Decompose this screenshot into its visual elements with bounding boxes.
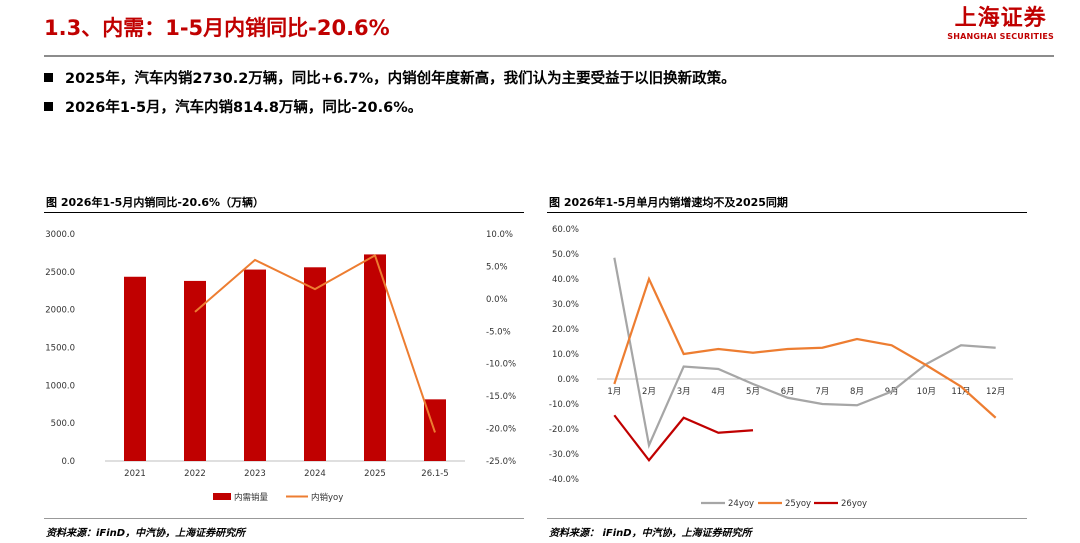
legend-label: 25yoy bbox=[785, 499, 811, 509]
x-tick-label: 11月 bbox=[951, 387, 970, 397]
x-tick-label: 7月 bbox=[815, 387, 829, 397]
y-tick-label: 20.0% bbox=[552, 325, 579, 335]
y-tick-label: 50.0% bbox=[552, 250, 579, 260]
bullet-text: 2026年1-5月，汽车内销814.8万辆，同比-20.6%。 bbox=[65, 100, 423, 116]
y-right-tick-label: 10.0% bbox=[486, 230, 513, 240]
y-right-tick-label: -15.0% bbox=[486, 392, 516, 402]
page-title: 1.3、内需：1-5月内销同比-20.6% bbox=[44, 16, 390, 40]
x-tick-label: 26.1-5 bbox=[421, 469, 448, 479]
x-tick-label: 2025 bbox=[364, 469, 386, 479]
x-tick-label: 2023 bbox=[244, 469, 266, 479]
bullet-item: 2026年1-5月，汽车内销814.8万辆，同比-20.6%。 bbox=[44, 96, 422, 117]
y-left-tick-label: 2000.0 bbox=[45, 306, 75, 316]
y-right-tick-label: -5.0% bbox=[486, 327, 511, 337]
chart-title-right: 图 2026年1-5月单月内销增速均不及2025同期 bbox=[549, 196, 788, 209]
bar-mark bbox=[244, 269, 266, 461]
x-tick-label: 4月 bbox=[711, 387, 725, 397]
yoy-line-chart: 60.0% 50.0% 40.0% 30.0% 20.0% 10.0% 0.0% -10.0%… bbox=[549, 225, 1013, 509]
bullet-item: 2025年，汽车内销2730.2万辆，同比+6.7%，内销创年度新高，我们认为主… bbox=[44, 67, 736, 88]
y-left-tick-label: 0.0 bbox=[61, 457, 75, 467]
y-right-tick-label: 0.0% bbox=[486, 295, 508, 305]
brand-logo: 上海证券 SHANGHAI SECURITIES bbox=[947, 6, 1054, 41]
y-left-tick-label: 1500.0 bbox=[45, 344, 75, 354]
chart-bottom-rule-right bbox=[547, 518, 1027, 519]
y-tick-label: -30.0% bbox=[549, 450, 579, 460]
x-tick-label: 12月 bbox=[986, 387, 1005, 397]
x-tick-label: 2021 bbox=[124, 469, 146, 479]
y-right-tick-label: -20.0% bbox=[486, 425, 516, 435]
bar-mark bbox=[304, 267, 326, 461]
bullet-text: 2025年，汽车内销2730.2万辆，同比+6.7%，内销创年度新高，我们认为主… bbox=[65, 71, 736, 87]
x-tick-label: 2022 bbox=[184, 469, 206, 479]
yoy-line-series bbox=[194, 253, 436, 433]
legend-swatch-bar bbox=[213, 493, 231, 500]
x-tick-label: 1月 bbox=[607, 387, 621, 397]
y-tick-label: -10.0% bbox=[549, 400, 579, 410]
x-tick-label: 10月 bbox=[917, 387, 936, 397]
legend-label: 24yoy bbox=[728, 499, 754, 509]
bar-mark bbox=[124, 276, 146, 461]
bar-line-chart: 0.0 500.0 1000.0 1500.0 2000.0 2500.0 3000.0 10… bbox=[45, 230, 516, 503]
legend-label: 内需销量 bbox=[234, 492, 269, 503]
x-tick-label: 6月 bbox=[781, 387, 795, 397]
chart-bottom-rule-left bbox=[44, 518, 524, 519]
x-tick-label: 2024 bbox=[304, 469, 326, 479]
legend-label: 26yoy bbox=[841, 499, 867, 509]
y-tick-label: 10.0% bbox=[552, 350, 579, 360]
logo-text-en: SHANGHAI SECURITIES bbox=[947, 32, 1054, 41]
y-right-tick-label: -25.0% bbox=[486, 457, 516, 467]
x-tick-label: 5月 bbox=[746, 387, 760, 397]
y-left-tick-label: 1000.0 bbox=[45, 381, 75, 391]
series-line-26yoy bbox=[613, 414, 754, 463]
source-note-right: 资料来源： iFinD，中汽协，上海证券研究所 bbox=[549, 528, 752, 539]
bar-mark bbox=[364, 254, 386, 461]
y-right-tick-label: -10.0% bbox=[486, 360, 516, 370]
header-divider bbox=[44, 55, 1054, 57]
y-tick-label: 60.0% bbox=[552, 225, 579, 235]
series-line-24yoy bbox=[613, 257, 996, 449]
y-left-tick-label: 500.0 bbox=[51, 419, 75, 429]
y-right-tick-label: 5.0% bbox=[486, 262, 508, 272]
x-tick-label: 3月 bbox=[677, 387, 691, 397]
y-tick-label: -20.0% bbox=[549, 425, 579, 435]
chart-top-rule-right bbox=[547, 212, 1027, 213]
x-tick-label: 2月 bbox=[642, 387, 656, 397]
y-tick-label: 0.0% bbox=[557, 375, 579, 385]
x-tick-label: 8月 bbox=[850, 387, 864, 397]
legend-label: 内销yoy bbox=[311, 492, 343, 503]
chart-top-rule-left bbox=[44, 212, 524, 213]
bullet-square-icon bbox=[44, 72, 53, 82]
y-left-tick-label: 3000.0 bbox=[45, 230, 75, 240]
series-line-25yoy bbox=[613, 276, 997, 419]
y-tick-label: -40.0% bbox=[549, 475, 579, 485]
chart-title-left: 图 2026年1-5月内销同比-20.6%（万辆） bbox=[46, 196, 265, 209]
bar-mark bbox=[184, 280, 206, 461]
bullet-square-icon bbox=[44, 101, 53, 111]
y-left-tick-label: 2500.0 bbox=[45, 268, 75, 278]
y-tick-label: 40.0% bbox=[552, 275, 579, 285]
source-note-left: 资料来源：iFinD，中汽协，上海证券研究所 bbox=[46, 528, 246, 539]
y-tick-label: 30.0% bbox=[552, 300, 579, 310]
logo-text-cn: 上海证券 bbox=[954, 6, 1047, 31]
